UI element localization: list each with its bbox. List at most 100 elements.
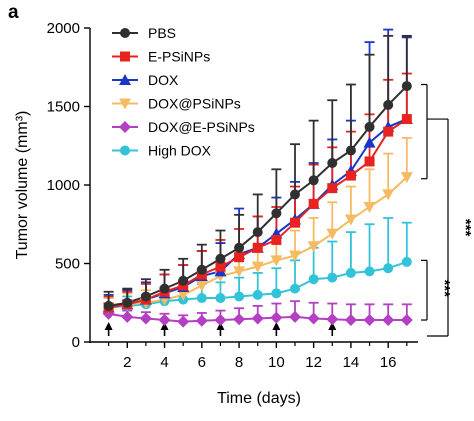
point-high-dox-16 xyxy=(383,263,394,274)
point-dox-e-psinps-10 xyxy=(270,311,283,324)
point-e-psinps-16 xyxy=(383,126,394,137)
treatment-arrow-head-10 xyxy=(272,322,281,330)
point-pbs-17 xyxy=(401,81,412,92)
legend-marker-dox-psinps xyxy=(119,98,131,110)
point-dox-psinps-5 xyxy=(177,289,190,301)
treatment-arrow-head-13 xyxy=(328,322,337,330)
point-e-psinps-9 xyxy=(252,242,263,253)
point-dox-e-psinps-11 xyxy=(289,310,301,323)
point-dox-e-psinps-17 xyxy=(400,314,413,327)
point-dox-e-psinps-5 xyxy=(177,315,190,328)
point-pbs-5 xyxy=(178,275,189,286)
point-dox-psinps-11 xyxy=(289,250,301,262)
significance-label-lower: *** xyxy=(436,279,453,297)
panel-letter: a xyxy=(8,2,19,23)
point-dox-e-psinps-13 xyxy=(326,313,339,326)
x-tick-label-12: 12 xyxy=(305,354,322,371)
point-dox-psinps-6 xyxy=(195,280,208,292)
y-tick-label-0: 0 xyxy=(72,334,80,351)
legend-marker-e-psinps xyxy=(120,51,130,62)
point-high-dox-13 xyxy=(327,272,338,283)
y-tick-label-500: 500 xyxy=(55,256,80,273)
point-dox-psinps-9 xyxy=(251,261,264,273)
legend-label-dox-e-psinps: DOX@E-PSiNPs xyxy=(148,119,255,135)
point-dox-psinps-8 xyxy=(233,266,246,278)
axes: 0 500 1000 1500 2000 2 4 6 8 10 12 14 16 xyxy=(47,20,418,371)
significance-brackets: *** *** xyxy=(421,83,474,337)
point-pbs-15 xyxy=(364,121,375,132)
legend-label-high-dox: High DOX xyxy=(148,143,212,159)
point-pbs-7 xyxy=(215,253,226,264)
point-dox-e-psinps-16 xyxy=(382,314,395,327)
point-high-dox-8 xyxy=(234,291,245,302)
significance-label-upper: *** xyxy=(457,219,474,237)
legend-label-dox: DOX xyxy=(148,72,179,88)
point-dox-e-psinps-3 xyxy=(139,312,152,325)
legend-label-e-psinps: E-PSiNPs xyxy=(148,49,210,65)
point-high-dox-17 xyxy=(401,256,412,267)
point-dox-psinps-16 xyxy=(382,189,395,201)
point-e-psinps-7 xyxy=(215,261,226,272)
point-e-psinps-12 xyxy=(308,198,319,209)
point-dox-e-psinps-6 xyxy=(195,314,208,327)
y-tick-label-1500: 1500 xyxy=(47,99,80,116)
point-dox-e-psinps-4 xyxy=(158,314,171,327)
point-e-psinps-17 xyxy=(401,114,412,125)
point-pbs-1 xyxy=(103,300,114,311)
point-high-dox-6 xyxy=(196,293,207,304)
point-pbs-10 xyxy=(271,208,282,219)
x-tick-label-14: 14 xyxy=(343,354,360,371)
point-pbs-14 xyxy=(345,145,356,156)
point-high-dox-7 xyxy=(215,293,226,304)
point-pbs-16 xyxy=(383,99,394,110)
point-e-psinps-15 xyxy=(364,156,375,167)
point-high-dox-11 xyxy=(290,283,300,294)
point-dox-e-psinps-15 xyxy=(363,314,376,327)
point-pbs-3 xyxy=(140,291,151,302)
x-axis-label: Time (days) xyxy=(217,390,301,407)
point-pbs-13 xyxy=(327,158,338,169)
point-dox-psinps-10 xyxy=(270,255,283,267)
point-dox-psinps-13 xyxy=(326,228,339,240)
series-markers xyxy=(102,81,413,328)
x-tick-label-4: 4 xyxy=(160,354,168,371)
x-tick-label-6: 6 xyxy=(198,354,206,371)
point-dox-e-psinps-8 xyxy=(233,313,246,326)
x-tick-label-2: 2 xyxy=(123,354,131,371)
point-pbs-12 xyxy=(308,175,319,186)
legend-marker-dox xyxy=(119,74,131,85)
point-high-dox-15 xyxy=(364,266,375,277)
point-dox-psinps-14 xyxy=(344,214,357,226)
legend-marker-dox-e-psinps xyxy=(119,121,131,133)
point-dox-e-psinps-2 xyxy=(121,310,134,323)
point-dox-e-psinps-12 xyxy=(307,312,320,325)
point-high-dox-12 xyxy=(308,274,319,285)
legend: PBS E-PSiNPs DOX DOX@PSiNPs DOX@E-PSiNPs High… xyxy=(112,25,255,159)
legend-marker-pbs xyxy=(120,28,130,38)
point-high-dox-10 xyxy=(271,288,282,299)
point-e-psinps-14 xyxy=(345,170,356,181)
point-e-psinps-13 xyxy=(327,183,338,194)
x-tick-label-10: 10 xyxy=(268,354,285,371)
point-dox-15 xyxy=(363,136,376,148)
point-dox-psinps-12 xyxy=(307,241,320,253)
point-pbs-6 xyxy=(196,264,207,275)
y-tick-label-2000: 2000 xyxy=(47,20,80,37)
point-e-psinps-8 xyxy=(234,252,245,263)
point-dox-psinps-15 xyxy=(363,201,376,213)
x-tick-label-8: 8 xyxy=(235,354,243,371)
legend-label-pbs: PBS xyxy=(148,25,176,41)
point-pbs-4 xyxy=(159,283,170,294)
y-tick-label-1000: 1000 xyxy=(47,177,80,194)
point-high-dox-9 xyxy=(252,289,263,300)
point-e-psinps-10 xyxy=(271,234,282,245)
legend-label-dox-psinps: DOX@PSiNPs xyxy=(148,96,241,112)
x-tick-label-16: 16 xyxy=(380,354,397,371)
point-pbs-11 xyxy=(290,189,300,200)
point-dox-e-psinps-7 xyxy=(214,314,227,327)
point-pbs-2 xyxy=(122,297,133,308)
legend-marker-high-dox xyxy=(120,145,130,156)
point-pbs-8 xyxy=(234,242,245,253)
point-dox-e-psinps-14 xyxy=(344,314,357,327)
